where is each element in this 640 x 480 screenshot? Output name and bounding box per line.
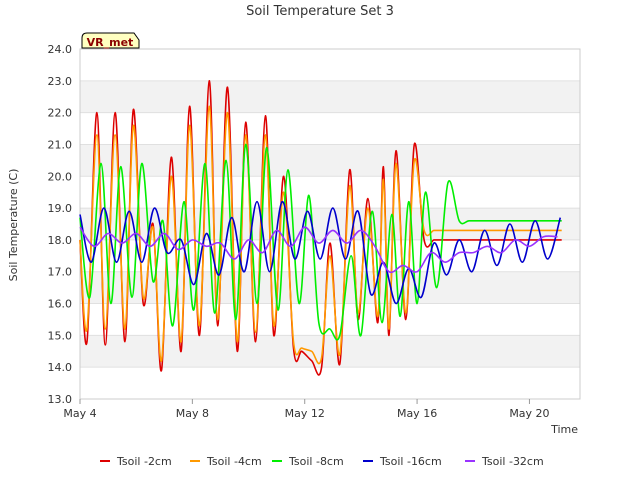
y-tick-label: 24.0 [48, 43, 73, 56]
series-line-tsoil-8cm [79, 143, 562, 341]
plot-band [80, 176, 580, 209]
legend-label: Tsoil -16cm [379, 455, 442, 468]
series-lines [79, 79, 562, 376]
x-tick-label: May 20 [509, 407, 549, 420]
plot-band [80, 271, 580, 304]
plot-band [80, 367, 580, 399]
series-line-tsoil-32cm [79, 226, 558, 274]
plot-band [80, 303, 580, 336]
y-tick-label: 17.0 [48, 266, 73, 279]
legend-label: Tsoil -8cm [288, 455, 344, 468]
y-tick-label: 23.0 [48, 75, 73, 88]
x-tick-label: May 16 [397, 407, 437, 420]
y-tick-label: 21.0 [48, 138, 73, 151]
y-tick-label: 18.0 [48, 234, 73, 247]
x-tick-labels: May 4 May 8 May 12 May 16 May 20 [63, 399, 550, 420]
plot-band [80, 144, 580, 177]
legend-label: Tsoil -32cm [481, 455, 544, 468]
plot-band [80, 335, 580, 368]
y-tick-label: 19.0 [48, 202, 73, 215]
y-tick-labels: 13.0 14.0 15.0 16.0 17.0 18.0 19.0 20.0 21.0 22.0… [48, 43, 73, 406]
plot-band [80, 49, 580, 81]
y-tick-label: 13.0 [48, 393, 73, 406]
y-tick-label: 14.0 [48, 361, 73, 374]
plot-background-bands [80, 49, 580, 399]
x-tick-label: May 8 [176, 407, 209, 420]
chart-title: Soil Temperature Set 3 [246, 4, 394, 19]
x-tick-label: May 12 [285, 407, 325, 420]
legend-label: Tsoil -4cm [206, 455, 262, 468]
y-axis-title: Soil Temperature (C) [7, 169, 20, 282]
site-badge: VR_met [81, 32, 140, 49]
series-line-tsoil-16cm [79, 200, 562, 305]
y-tick-label: 20.0 [48, 170, 73, 183]
site-badge-box [81, 32, 140, 49]
plot-band [80, 112, 580, 145]
legend: Tsoil -2cm Tsoil -4cm Tsoil -8cm Tsoil -16c… [100, 455, 544, 468]
x-axis-title: Time [550, 423, 578, 436]
legend-label: Tsoil -2cm [116, 455, 172, 468]
site-badge-label: VR_met [87, 36, 134, 49]
y-tick-label: 22.0 [48, 107, 73, 120]
x-tick-label: May 4 [63, 407, 96, 420]
y-tick-label: 16.0 [48, 298, 73, 311]
series-line-tsoil-4cm [79, 105, 562, 365]
plot-band [80, 80, 580, 113]
y-tick-label: 15.0 [48, 329, 73, 342]
